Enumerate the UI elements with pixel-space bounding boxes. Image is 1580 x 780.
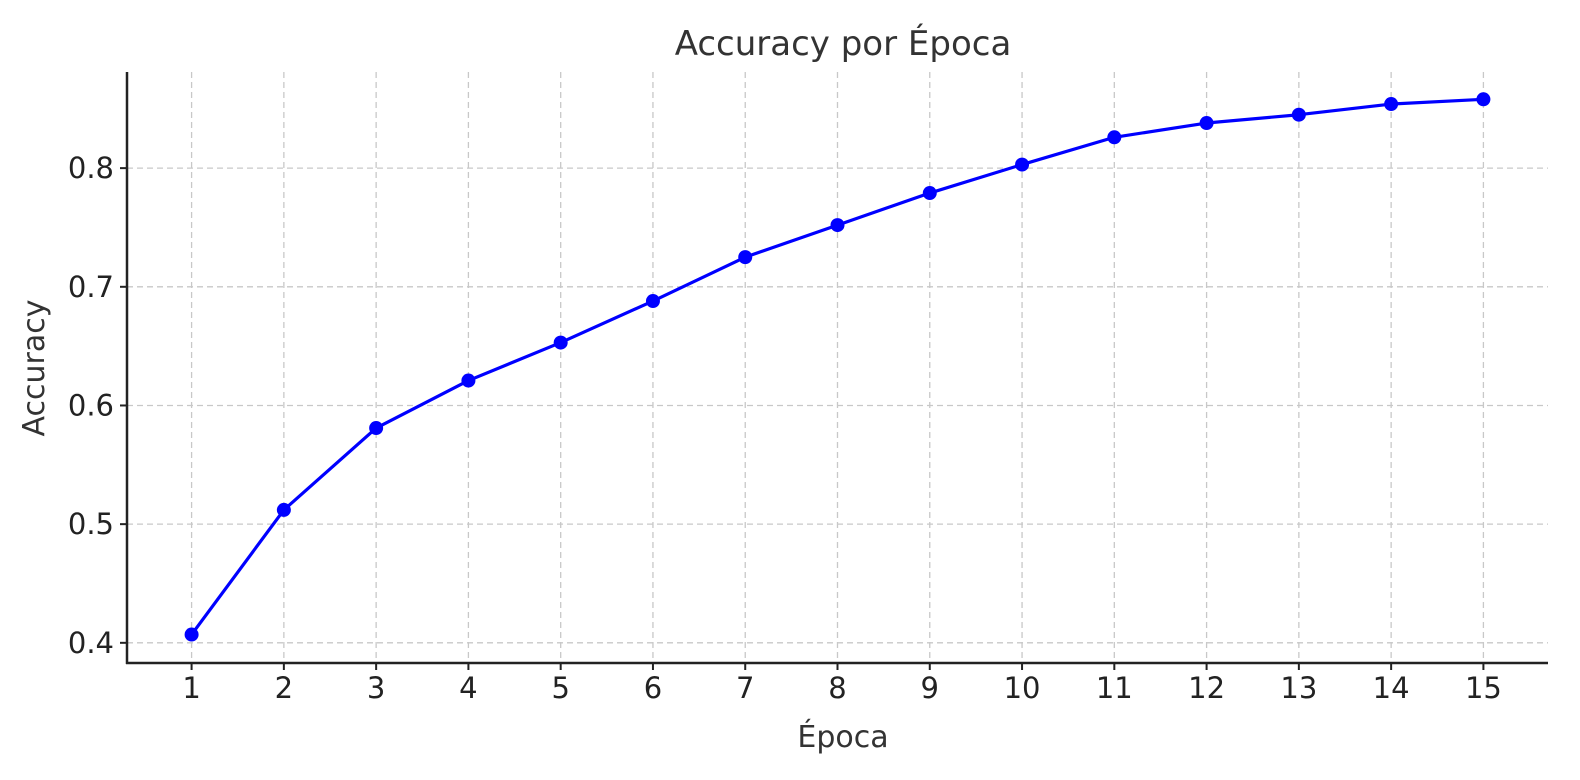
data-point	[1199, 116, 1214, 131]
data-point	[1384, 97, 1399, 112]
x-tick-label: 4	[459, 671, 477, 705]
x-tick-label: 5	[551, 671, 569, 705]
x-tick-label: 3	[367, 671, 385, 705]
data-point	[645, 294, 660, 309]
x-tick-label: 2	[275, 671, 293, 705]
data-point	[461, 373, 476, 388]
y-tick-label: 0.5	[68, 507, 114, 541]
data-point	[1015, 157, 1030, 172]
data-point	[1291, 107, 1306, 122]
chart-title: Accuracy por Época	[675, 23, 1012, 64]
data-point	[1107, 130, 1122, 145]
data-point	[1476, 92, 1491, 107]
data-point	[922, 186, 937, 201]
y-tick-label: 0.8	[68, 151, 114, 185]
data-point	[553, 335, 568, 350]
x-tick-label: 8	[828, 671, 846, 705]
x-axis-label: Época	[797, 719, 888, 755]
data-point	[276, 502, 291, 517]
y-tick-label: 0.4	[68, 626, 114, 660]
ticks: 1 2 3 4 5 6 7 8 9 10 11 12 13 14 150.40.50.60.70.8	[68, 151, 1502, 705]
x-tick-label: 12	[1188, 671, 1225, 705]
x-tick-label: 13	[1280, 671, 1317, 705]
data-point	[184, 627, 199, 642]
y-tick-label: 0.7	[68, 270, 114, 304]
x-tick-label: 11	[1096, 671, 1133, 705]
x-tick-label: 7	[736, 671, 754, 705]
series-layer	[184, 92, 1491, 642]
data-point	[830, 218, 845, 233]
x-tick-label: 1	[182, 671, 200, 705]
y-tick-label: 0.6	[68, 388, 114, 422]
grid	[127, 72, 1548, 663]
x-tick-label: 15	[1465, 671, 1502, 705]
y-axis-label: Accuracy	[17, 300, 52, 437]
x-tick-label: 9	[921, 671, 939, 705]
data-point	[369, 421, 384, 436]
x-tick-label: 6	[644, 671, 662, 705]
x-tick-label: 14	[1373, 671, 1410, 705]
data-point	[738, 250, 753, 265]
x-tick-label: 10	[1004, 671, 1041, 705]
